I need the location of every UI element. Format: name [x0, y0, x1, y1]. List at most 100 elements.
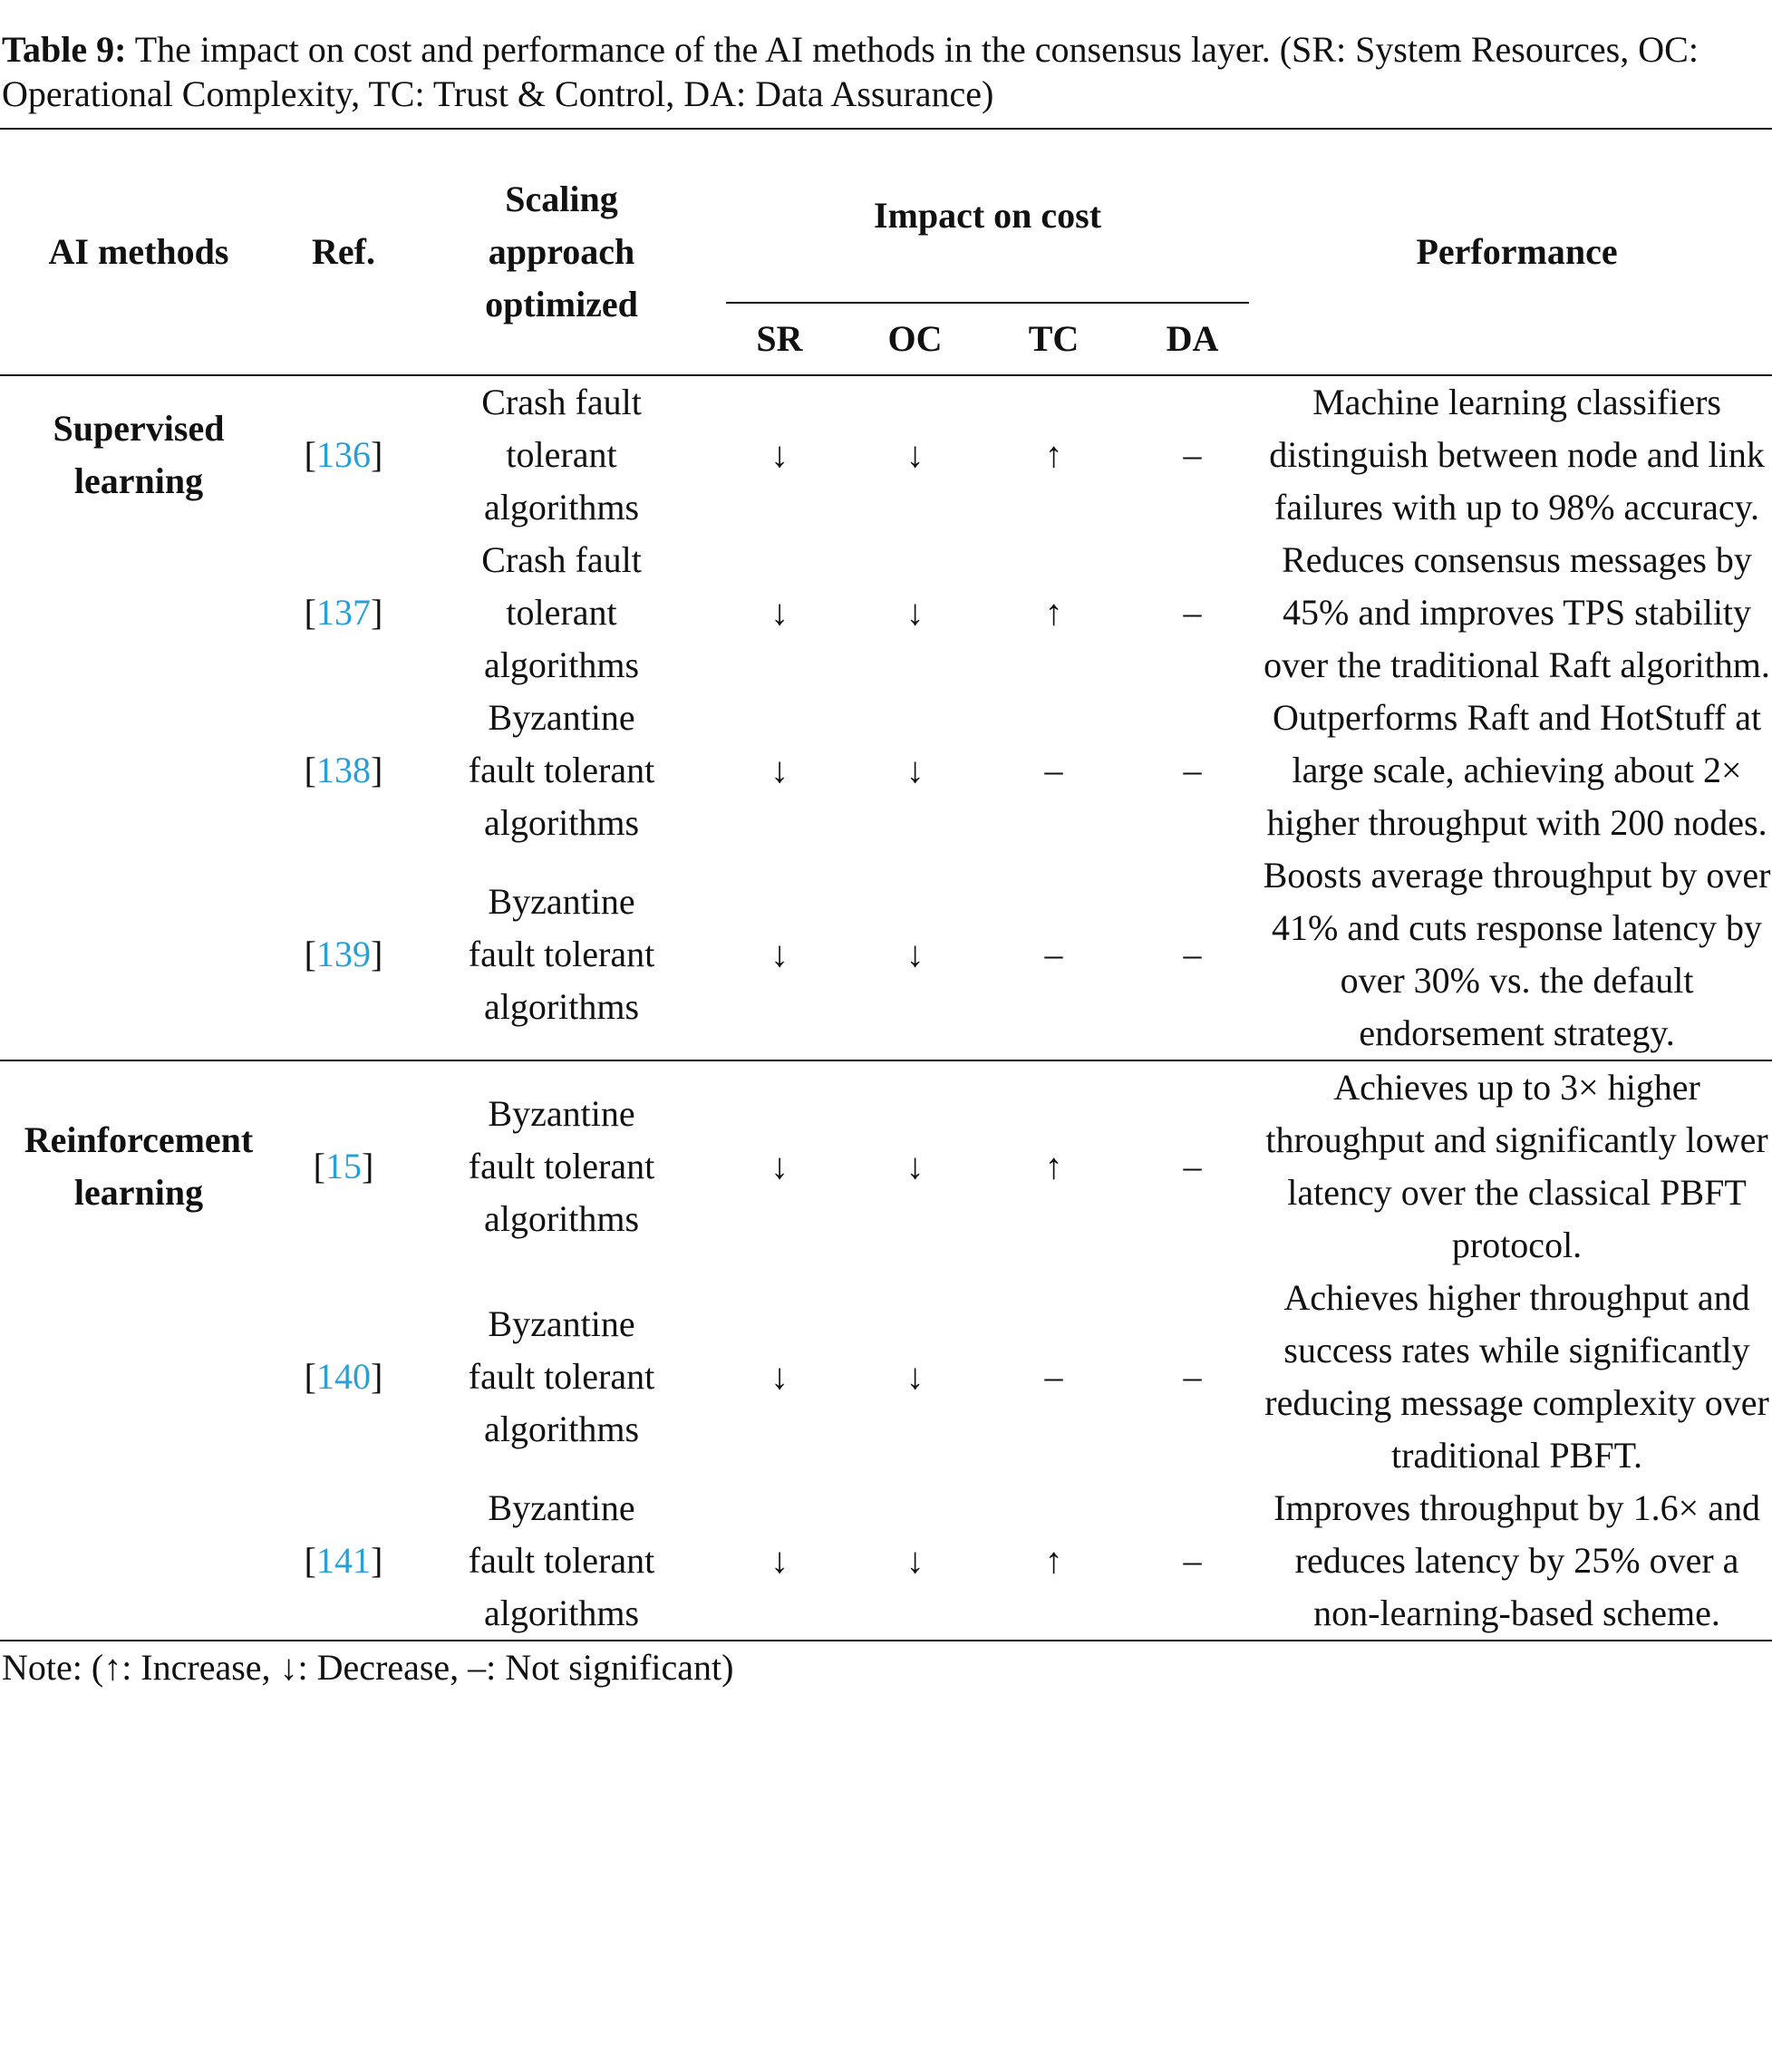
impact-cell: ↑	[1044, 1540, 1063, 1581]
impact-cell: ↓	[905, 1146, 925, 1186]
performance-cell: Improves throughput by 1.6× and reduces …	[1273, 1487, 1760, 1633]
header-cell: Impact on cost	[713, 129, 1262, 304]
sub-header: TC	[1028, 318, 1080, 359]
impact-cell: ↑	[1044, 1146, 1063, 1186]
method-cell	[0, 1272, 277, 1482]
impact-cell: ↓	[770, 1540, 789, 1581]
impact-cell: –	[1044, 1356, 1063, 1397]
scaling-text: Byzantine fault tolerant algorithms	[468, 881, 655, 1027]
ref-cell: [15]	[277, 1060, 410, 1272]
method-text: Supervised learning	[53, 408, 225, 501]
ref-link: 141	[316, 1540, 371, 1581]
scaling-cell: Byzantine fault tolerant algorithms	[410, 849, 713, 1060]
sub-header: OC	[887, 318, 943, 359]
impact-cell: –	[1183, 750, 1202, 790]
impact-cell: ↓	[905, 434, 925, 475]
impact-cell: –	[1183, 1356, 1202, 1397]
method-cell: Reinforcement learning	[0, 1060, 277, 1272]
scaling-text: Byzantine fault tolerant algorithms	[468, 697, 655, 843]
ref-cell: [140]	[277, 1272, 410, 1482]
performance-cell: Boosts average throughput by over 41% an…	[1263, 855, 1771, 1053]
table-header: AI methods Ref. Scaling approach optimiz…	[0, 129, 1772, 375]
note: Note: (↑: Increase, ↓: Decrease, –: Not …	[2, 1647, 734, 1688]
table: AI methods Ref. Scaling approach optimiz…	[0, 128, 1772, 1641]
header-cell: AI methods	[0, 129, 277, 375]
impact-cell: ↓	[905, 1540, 925, 1581]
scaling-text: Byzantine fault tolerant algorithms	[468, 1303, 655, 1449]
method-text: Reinforcement learning	[24, 1119, 254, 1213]
method-cell	[0, 534, 277, 692]
caption-text: The impact on cost and performance of th…	[2, 29, 1699, 114]
impact-cell: –	[1044, 750, 1063, 790]
table-row: [137] Crash fault tolerant algorithms ↓ ↓ ↑ –…	[0, 534, 1772, 692]
header-cell: Scaling approach optimized	[410, 129, 713, 375]
header-cell: Performance	[1262, 129, 1772, 375]
table-row: [139] Byzantine fault tolerant algorithms…	[0, 849, 1772, 1060]
table-row: [140] Byzantine fault tolerant algorithms…	[0, 1272, 1772, 1482]
impact-cell: ↓	[770, 434, 789, 475]
impact-cell: ↓	[770, 750, 789, 790]
ref-cell: [141]	[277, 1482, 410, 1641]
header-text: Scaling approach optimized	[485, 179, 638, 324]
impact-cell: ↓	[770, 592, 789, 633]
scaling-text: Crash fault tolerant algorithms	[481, 539, 642, 685]
impact-cell: –	[1183, 434, 1202, 475]
method-cell	[0, 849, 277, 1060]
impact-cell: ↓	[905, 934, 925, 974]
ref-link: 137	[316, 592, 371, 633]
impact-cell: ↑	[1044, 592, 1063, 633]
impact-cell: –	[1044, 934, 1063, 974]
ref-text: [140]	[304, 1356, 383, 1397]
impact-cell: ↓	[905, 1356, 925, 1397]
impact-cell: ↓	[770, 1356, 789, 1397]
method-cell: Supervised learning	[0, 375, 277, 534]
impact-cell: –	[1183, 1146, 1202, 1186]
sub-header: SR	[756, 318, 803, 359]
scaling-text: Byzantine fault tolerant algorithms	[468, 1487, 655, 1633]
ref-text: [136]	[304, 434, 383, 475]
ref-text: [141]	[304, 1540, 383, 1581]
impact-cell: –	[1183, 934, 1202, 974]
ref-cell: [139]	[277, 849, 410, 1060]
ref-cell: [136]	[277, 375, 410, 534]
performance-cell: Achieves higher throughput and success r…	[1264, 1277, 1769, 1476]
performance-cell: Reduces consensus messages by 45% and im…	[1264, 539, 1770, 685]
caption: Table 9: The impact on cost and performa…	[0, 0, 1772, 128]
header-text: AI methods	[48, 231, 229, 272]
scaling-text: Byzantine fault tolerant algorithms	[468, 1093, 655, 1239]
header-text: Ref.	[312, 231, 375, 272]
table-row: Reinforcement learning [15] Byzantine faul…	[0, 1060, 1772, 1272]
ref-link: 139	[316, 934, 371, 974]
table-row: [141] Byzantine fault tolerant algorithms…	[0, 1482, 1772, 1641]
table-row: [138] Byzantine fault tolerant algorithms…	[0, 692, 1772, 849]
scaling-cell: Byzantine fault tolerant algorithms	[410, 692, 713, 849]
caption-label: Table 9:	[2, 29, 127, 70]
table-row: Supervised learning [136] Crash fault tole…	[0, 375, 1772, 534]
scaling-cell: Byzantine fault tolerant algorithms	[410, 1272, 713, 1482]
ref-link: 138	[316, 750, 371, 790]
performance-cell: Machine learning classifiers distinguish…	[1269, 382, 1765, 528]
header-cell: Ref.	[277, 129, 410, 375]
ref-cell: [138]	[277, 692, 410, 849]
scaling-cell: Crash fault tolerant algorithms	[410, 375, 713, 534]
impact-cell: ↑	[1044, 434, 1063, 475]
ref-link: 15	[325, 1146, 362, 1186]
sub-header: DA	[1166, 318, 1219, 359]
scaling-cell: Crash fault tolerant algorithms	[410, 534, 713, 692]
impact-cell: ↓	[905, 750, 925, 790]
header-text: Impact on cost	[726, 130, 1250, 304]
impact-cell: ↓	[770, 934, 789, 974]
row-group: Reinforcement learning [15] Byzantine faul…	[0, 1060, 1772, 1641]
impact-cell: –	[1183, 592, 1202, 633]
header-text: Performance	[1416, 231, 1618, 272]
ref-cell: [137]	[277, 534, 410, 692]
scaling-cell: Byzantine fault tolerant algorithms	[410, 1482, 713, 1641]
performance-cell: Outperforms Raft and HotStuff at large s…	[1266, 697, 1767, 843]
impact-cell: ↓	[905, 592, 925, 633]
performance-cell: Achieves up to 3× higher throughput and …	[1265, 1067, 1768, 1265]
ref-text: [137]	[304, 592, 383, 633]
method-cell	[0, 1482, 277, 1641]
ref-text: [15]	[313, 1146, 374, 1186]
impact-cell: –	[1183, 1540, 1202, 1581]
